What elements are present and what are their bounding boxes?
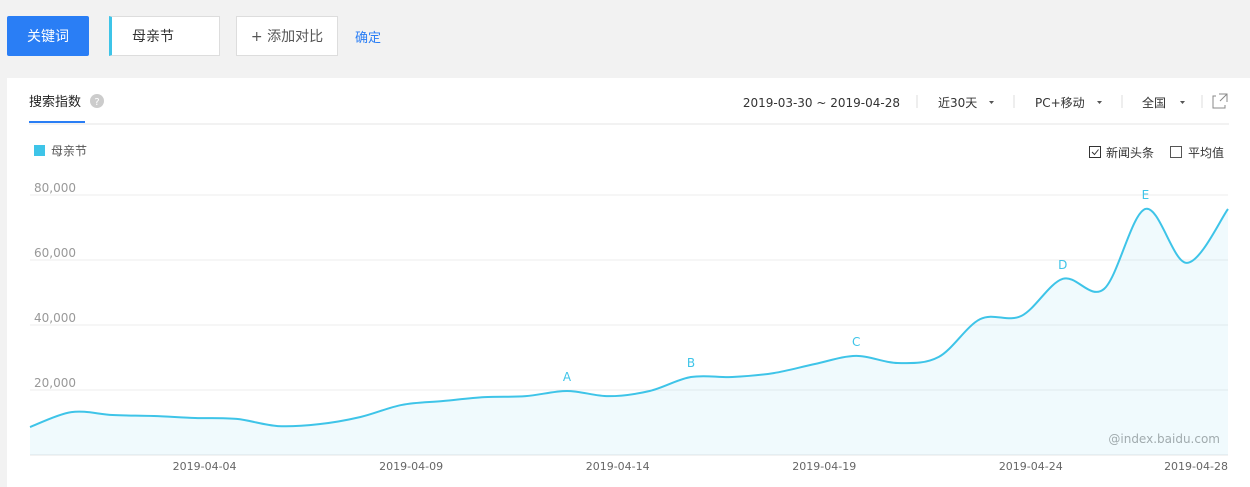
- tab[interactable]: 搜索指数: [29, 95, 81, 110]
- region[interactable]: 全国: [1142, 95, 1166, 110]
- legend-swatch: [34, 145, 45, 156]
- x-tick-label: 2019-04-09: [379, 460, 443, 473]
- x-tick-label: 2019-04-19: [792, 460, 856, 473]
- option[interactable]: 新闻头条: [1106, 145, 1154, 160]
- export-icon[interactable]: [1212, 93, 1228, 109]
- annotation: E: [1142, 188, 1150, 202]
- separators: [916, 95, 1203, 108]
- device[interactable]: PC+移动: [1035, 96, 1085, 110]
- keyword-input[interactable]: 母亲节: [109, 16, 220, 56]
- date-range[interactable]: 2019-03-30 ~ 2019-04-28: [743, 96, 900, 110]
- confirm[interactable]: 确定: [354, 30, 381, 46]
- x-tick-label: 2019-04-14: [586, 460, 650, 473]
- x-tick-label: 2019-04-04: [173, 460, 237, 473]
- y-tick-label: 80,000: [34, 181, 76, 195]
- check-mark: [1091, 149, 1099, 156]
- tab-underline: [29, 121, 85, 123]
- period[interactable]: 近30天: [938, 96, 977, 110]
- watermark: @index.baidu.com: [1108, 432, 1220, 446]
- keyword-button[interactable]: 关键词: [7, 16, 89, 56]
- line: [29, 207, 1229, 428]
- help-icon[interactable]: [90, 94, 104, 108]
- help-mark: ?: [94, 97, 99, 108]
- dropdown-arrows: [989, 101, 1185, 104]
- y-tick-label: 40,000: [34, 311, 76, 325]
- x-tick-label: 2019-04-24: [999, 460, 1063, 473]
- option[interactable]: 平均值: [1188, 145, 1224, 160]
- area: [30, 208, 1228, 455]
- annotation: D: [1058, 258, 1067, 272]
- checkbox[interactable]: [1170, 146, 1182, 158]
- checkbox[interactable]: [1089, 146, 1101, 158]
- y-tick-label: 60,000: [34, 246, 76, 260]
- annotation: A: [563, 370, 572, 384]
- x-tick-label: 2019-04-28: [1164, 460, 1228, 473]
- annotation: C: [852, 335, 860, 349]
- y-tick-label: 20,000: [34, 376, 76, 390]
- annotation: B: [687, 356, 695, 370]
- add-compare[interactable]: + 添加对比: [236, 16, 338, 56]
- legend-label: 母亲节: [51, 144, 87, 158]
